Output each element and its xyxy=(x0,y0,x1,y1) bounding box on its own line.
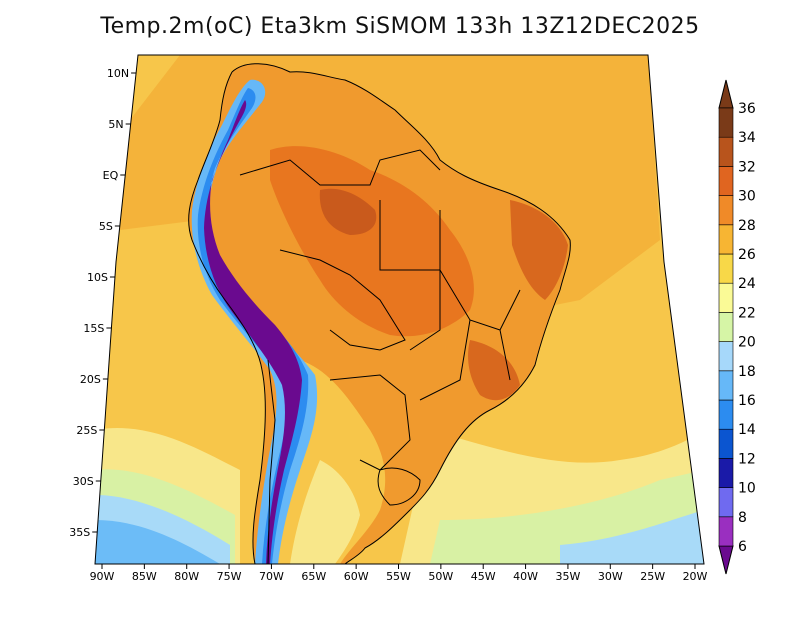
colorbar-label: 12 xyxy=(738,451,756,467)
southern-ocean-cool-4 xyxy=(95,520,220,564)
colorbar-segment xyxy=(718,136,734,167)
x-tick-label: 30W xyxy=(598,570,623,583)
map-frame xyxy=(94,54,705,565)
colorbar-segment xyxy=(718,312,734,342)
map-title: Temp.2m(oC) Eta3km SiSMOM 133h 13Z12DEC2… xyxy=(100,14,700,39)
hot-southeast xyxy=(468,340,520,401)
hot-core xyxy=(319,188,377,235)
x-tick-label: 60W xyxy=(344,570,369,583)
coastline xyxy=(188,63,571,564)
colorbar-segment xyxy=(718,370,734,401)
colorbar-label: 8 xyxy=(738,510,747,526)
x-tick-label: 70W xyxy=(259,570,284,583)
colorbar-segment xyxy=(718,224,734,255)
colorbar-label: 34 xyxy=(738,130,756,146)
y-tick-label: 10S xyxy=(87,271,108,284)
colorbar-segment xyxy=(718,195,734,226)
x-tick-label: 40W xyxy=(513,570,538,583)
x-tick-label: 20W xyxy=(683,570,708,583)
x-tick-label: 55W xyxy=(386,570,411,583)
political-borders xyxy=(188,63,571,564)
colorbar-label: 30 xyxy=(738,189,756,205)
colorbar-segment xyxy=(718,341,734,372)
x-axis: 90W 85W 80W 75W 70W 65W 60W 55W 50W 45W 40W 35W 30W 2… xyxy=(90,564,708,583)
colorbar-segment xyxy=(718,516,734,547)
forecast-domain xyxy=(95,55,704,564)
y-tick-label: 15S xyxy=(83,322,104,335)
y-tick-label: 5N xyxy=(108,118,123,131)
colorbar-label: 36 xyxy=(738,101,756,117)
pampas-mild xyxy=(290,460,360,564)
colorbar-min-arrow xyxy=(718,545,734,575)
x-tick-label: 25W xyxy=(640,570,665,583)
border-chile-argentina xyxy=(267,359,276,564)
colorbar-segment xyxy=(718,107,734,138)
x-tick-label: 50W xyxy=(428,570,453,583)
colorbar-label: 10 xyxy=(738,481,756,497)
x-tick-label: 35W xyxy=(555,570,580,583)
x-tick-label: 85W xyxy=(132,570,157,583)
colorbar: 6 8 10 12 14 16 18 20 22 24 26 28 30 32 34 36 xyxy=(718,79,756,575)
colorbar-segment xyxy=(718,282,734,313)
border-bolivia xyxy=(279,249,406,351)
colorbar-label: 18 xyxy=(738,364,756,380)
x-tick-label: 90W xyxy=(90,570,115,583)
colorbar-max-arrow xyxy=(718,79,734,109)
border-brazil-states xyxy=(379,200,521,401)
colorbar-segment xyxy=(718,399,734,430)
y-tick-label: 10N xyxy=(107,67,129,80)
x-tick-label: 45W xyxy=(471,570,496,583)
colorbar-label: 20 xyxy=(738,335,756,351)
border-paraguay-argentina xyxy=(329,374,411,471)
colorbar-label: 22 xyxy=(738,305,756,321)
colorbar-label: 16 xyxy=(738,393,756,409)
colorbar-label: 28 xyxy=(738,218,756,234)
colorbar-label: 24 xyxy=(738,276,756,292)
border-uruguay xyxy=(377,467,421,506)
hot-northeast xyxy=(510,200,568,300)
y-axis: 10N 5N EQ 5S 10S 15S 20S 25S 30S 35S xyxy=(69,67,137,539)
x-tick-label: 65W xyxy=(301,570,326,583)
border-peru-brazil xyxy=(239,149,441,186)
y-tick-label: 25S xyxy=(76,424,97,437)
colorbar-segment xyxy=(718,166,734,196)
colorbar-segment xyxy=(718,487,734,518)
colorbar-label: 26 xyxy=(738,247,756,263)
colorbar-label: 14 xyxy=(738,422,756,438)
colorbar-label: 6 xyxy=(738,539,747,555)
x-tick-label: 75W xyxy=(217,570,242,583)
x-tick-label: 80W xyxy=(174,570,199,583)
y-tick-label: 30S xyxy=(73,475,94,488)
andes-cold-core xyxy=(204,100,302,564)
y-tick-label: 5S xyxy=(99,220,113,233)
atlantic-cool-3 xyxy=(560,510,704,564)
colorbar-segment xyxy=(718,428,734,459)
y-tick-label: EQ xyxy=(103,169,119,182)
colorbar-segment xyxy=(718,458,734,488)
colorbar-segment xyxy=(718,253,734,284)
y-tick-label: 20S xyxy=(80,373,101,386)
colorbar-label: 32 xyxy=(738,159,756,175)
y-tick-label: 35S xyxy=(69,526,90,539)
